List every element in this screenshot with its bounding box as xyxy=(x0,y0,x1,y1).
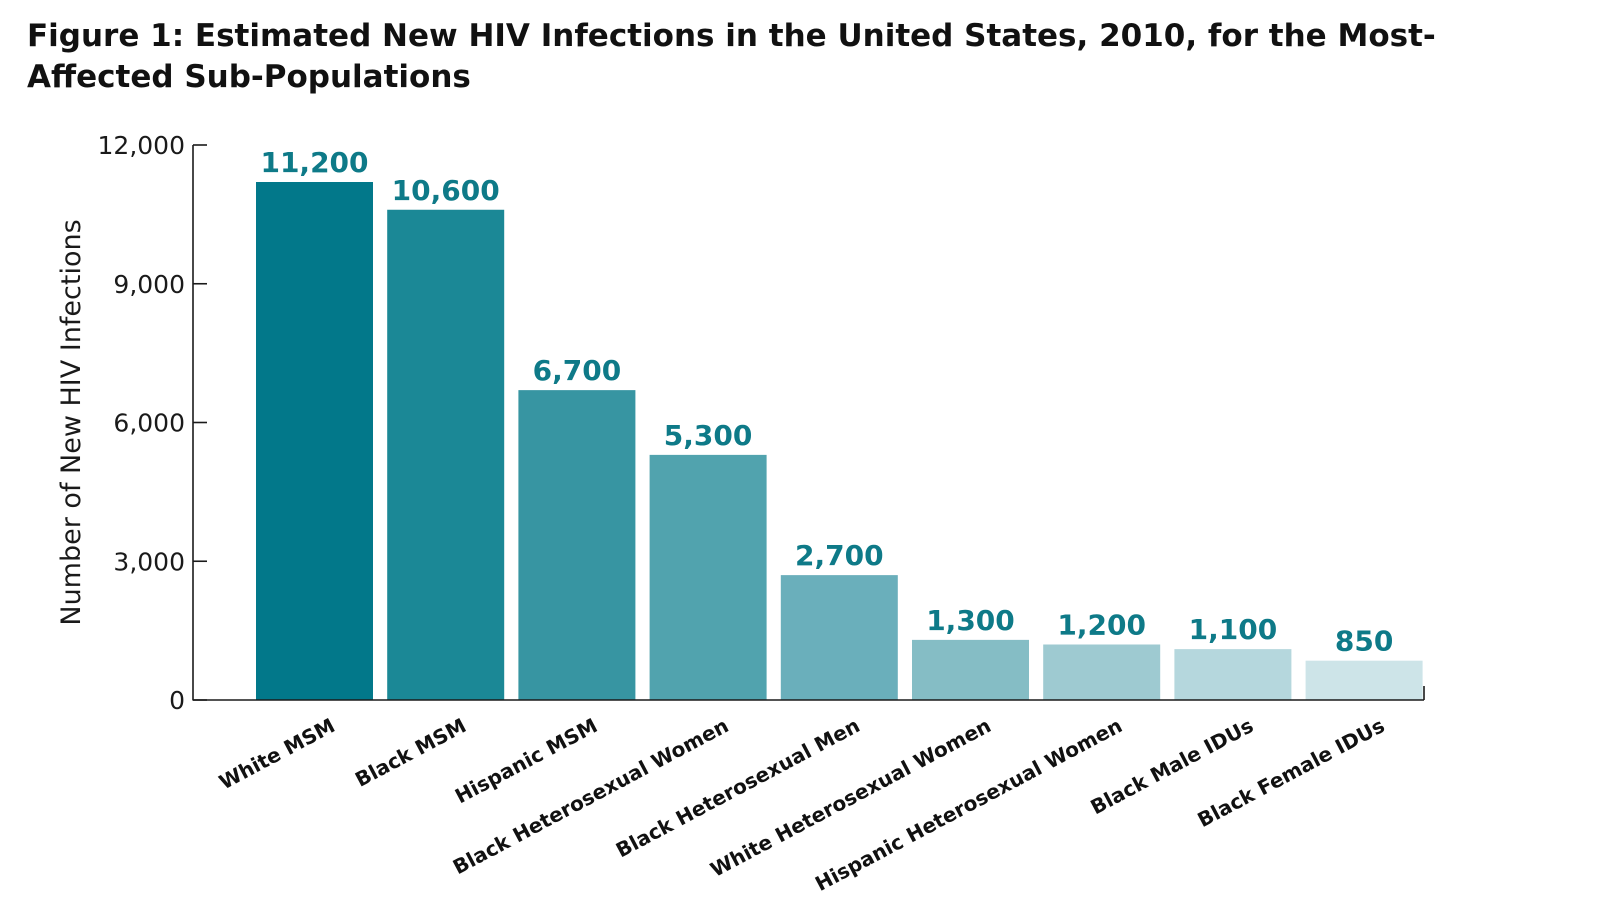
value-label: 1,200 xyxy=(1057,609,1146,642)
axes xyxy=(192,145,1425,701)
value-label: 2,700 xyxy=(795,539,884,572)
category-label: White MSM xyxy=(215,713,339,794)
y-axis-title: Number of New HIV Infections xyxy=(56,219,87,625)
bar xyxy=(649,454,767,700)
value-label: 1,100 xyxy=(1189,613,1278,646)
bar xyxy=(256,182,373,700)
value-label: 1,300 xyxy=(926,604,1015,637)
category-label: Black MSM xyxy=(351,713,470,791)
bar xyxy=(387,209,505,700)
y-tick-label: 0 xyxy=(169,686,185,715)
y-tick-label: 6,000 xyxy=(113,409,185,438)
value-label: 11,200 xyxy=(260,146,368,179)
bar xyxy=(518,390,636,700)
y-tick-label: 12,000 xyxy=(98,131,185,160)
bar xyxy=(1043,644,1161,700)
bar xyxy=(912,639,1029,700)
category-label: Black Heterosexual Men xyxy=(612,713,864,862)
bars-group xyxy=(256,182,1423,700)
value-label: 10,600 xyxy=(392,174,500,207)
bar xyxy=(1305,660,1423,700)
bar xyxy=(780,575,898,700)
value-labels-group: 11,200 10,600 6,700 5,300 2,700 1,300 1,200 1,1… xyxy=(260,146,1393,658)
value-label: 6,700 xyxy=(533,354,622,387)
chart-title: Figure 1: Estimated New HIV Infections i… xyxy=(27,18,1436,95)
y-axis-ticks: 0 3,000 6,000 9,000 12,000 xyxy=(98,131,207,715)
bar xyxy=(1174,649,1292,700)
y-tick-label: 9,000 xyxy=(113,270,185,299)
y-tick-label: 3,000 xyxy=(113,547,185,576)
value-label: 5,300 xyxy=(664,419,753,452)
value-label: 850 xyxy=(1335,625,1393,658)
